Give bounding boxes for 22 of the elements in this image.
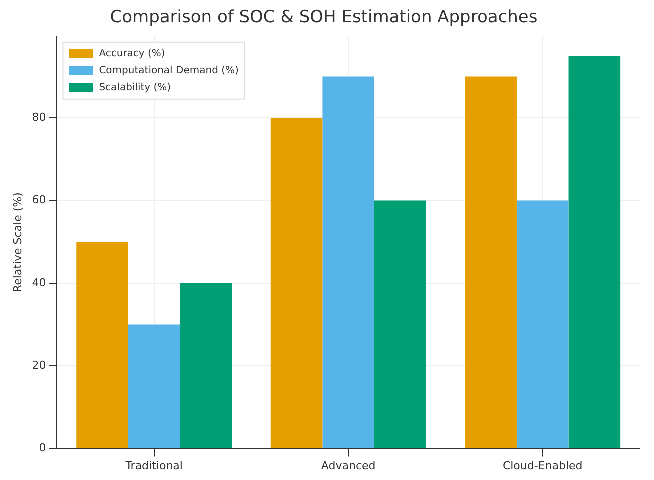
legend-label: Computational Demand (%) <box>99 65 240 76</box>
y-axis-title: Relative Scale (%) <box>11 192 24 293</box>
y-tick-label: 60 <box>32 194 46 207</box>
y-tick-label: 40 <box>32 276 46 290</box>
bar <box>465 76 517 448</box>
legend-label: Accuracy (%) <box>99 48 166 60</box>
bar <box>516 200 569 448</box>
y-tick-label: 20 <box>32 358 46 372</box>
x-tick-label: Advanced <box>321 459 376 472</box>
bar <box>128 324 180 448</box>
legend-label: Scalability (%) <box>99 82 172 94</box>
bar <box>270 118 323 448</box>
x-tick-label: Cloud-Enabled <box>502 459 583 472</box>
x-tick-label: Traditional <box>124 459 183 472</box>
bar <box>322 76 374 448</box>
y-tick-label: 0 <box>39 442 46 455</box>
chart-title: Comparison of SOC & SOH Estimation Approaches <box>110 8 538 28</box>
bar <box>374 200 426 448</box>
bar <box>76 242 128 448</box>
y-tick-label: 80 <box>32 110 46 124</box>
bar <box>180 283 232 448</box>
bar <box>568 56 621 448</box>
